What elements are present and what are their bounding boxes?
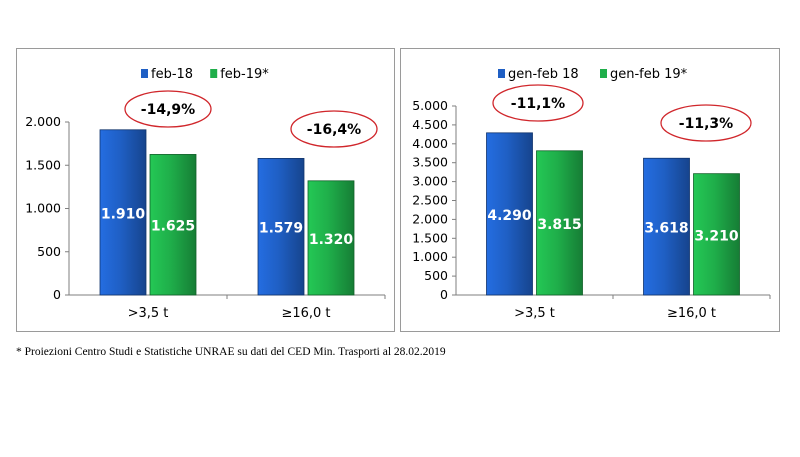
y-tick-label: 3.000 <box>412 174 448 189</box>
legend-swatch <box>498 69 505 78</box>
data-label: 3.210 <box>694 228 739 244</box>
chart-feb: 0 500 1.000 1.500 2.000 >3,5 t 1.910 1.625 -14,9… <box>25 67 386 321</box>
data-label: 1.625 <box>151 219 195 235</box>
annotation-ellipse <box>660 104 752 142</box>
legend-label: gen-feb 19* <box>610 67 688 82</box>
y-tick-label: 4.500 <box>412 117 448 132</box>
y-tick-label: 1.500 <box>412 230 448 245</box>
bar-feb-18-1 <box>257 158 305 296</box>
bar-gen-feb-18-1 <box>643 157 690 296</box>
y-tick-label: 1.000 <box>25 201 61 216</box>
footnote: * Proiezioni Centro Studi e Statistiche … <box>16 346 446 358</box>
legend-label: gen-feb 18 <box>508 67 579 82</box>
annotation-label: -16,4% <box>307 122 361 138</box>
y-tick-label: 500 <box>37 244 61 259</box>
bar-gen-feb-19--0 <box>536 150 583 296</box>
data-label: 4.290 <box>487 208 532 224</box>
y-tick-label: 1.500 <box>25 157 61 172</box>
bar-feb-18-0 <box>99 129 147 296</box>
annotation-ellipse <box>290 110 378 148</box>
annotation-label: -11,1% <box>511 96 565 112</box>
data-label: 3.815 <box>537 217 581 233</box>
data-label: 1.320 <box>309 232 354 248</box>
annotation-label: -11,3% <box>679 116 733 132</box>
y-tick-label: 0 <box>53 287 61 302</box>
y-tick-label: 1.000 <box>412 249 448 264</box>
y-tick-label: 4.000 <box>412 136 448 151</box>
chart-panel-gen-feb: 0 500 1.000 1.500 2.000 2.500 3.000 3.500 4.000 4… <box>400 48 780 332</box>
y-tick-label: 2.000 <box>25 114 61 129</box>
data-label: 1.579 <box>259 221 303 237</box>
bar-gen-feb-19--1 <box>693 173 740 296</box>
chart-panel-feb: 0 500 1.000 1.500 2.000 >3,5 t 1.910 1.625 -14,9… <box>16 48 395 332</box>
legend-label: feb-18 <box>151 67 193 82</box>
bar-feb-19--0 <box>149 154 197 296</box>
x-tick-label: ≥16,0 t <box>281 306 330 321</box>
y-tick-label: 500 <box>424 268 448 283</box>
y-tick-label: 0 <box>440 287 448 302</box>
legend-swatch <box>210 69 218 78</box>
data-label: 3.618 <box>644 221 688 237</box>
y-tick-label: 3.500 <box>412 155 448 170</box>
annotation-label: -14,9% <box>141 102 195 118</box>
legend-label: feb-19* <box>220 67 269 82</box>
x-tick-label: ≥16,0 t <box>667 306 716 321</box>
y-tick-label: 2.500 <box>412 193 448 208</box>
bar-gen-feb-18-0 <box>486 132 533 296</box>
y-tick-label: 2.000 <box>412 211 448 226</box>
data-label: 1.910 <box>101 206 146 222</box>
legend-swatch <box>600 69 607 78</box>
x-tick-label: >3,5 t <box>128 306 169 321</box>
legend-swatch <box>141 69 148 78</box>
x-tick-label: >3,5 t <box>514 306 555 321</box>
annotation-ellipse <box>492 84 584 122</box>
y-tick-label: 5.000 <box>412 98 448 113</box>
bar-feb-19--1 <box>307 180 355 296</box>
annotation-ellipse <box>124 90 212 128</box>
chart-gen-feb: 0 500 1.000 1.500 2.000 2.500 3.000 3.500 4.000 4… <box>412 67 771 321</box>
